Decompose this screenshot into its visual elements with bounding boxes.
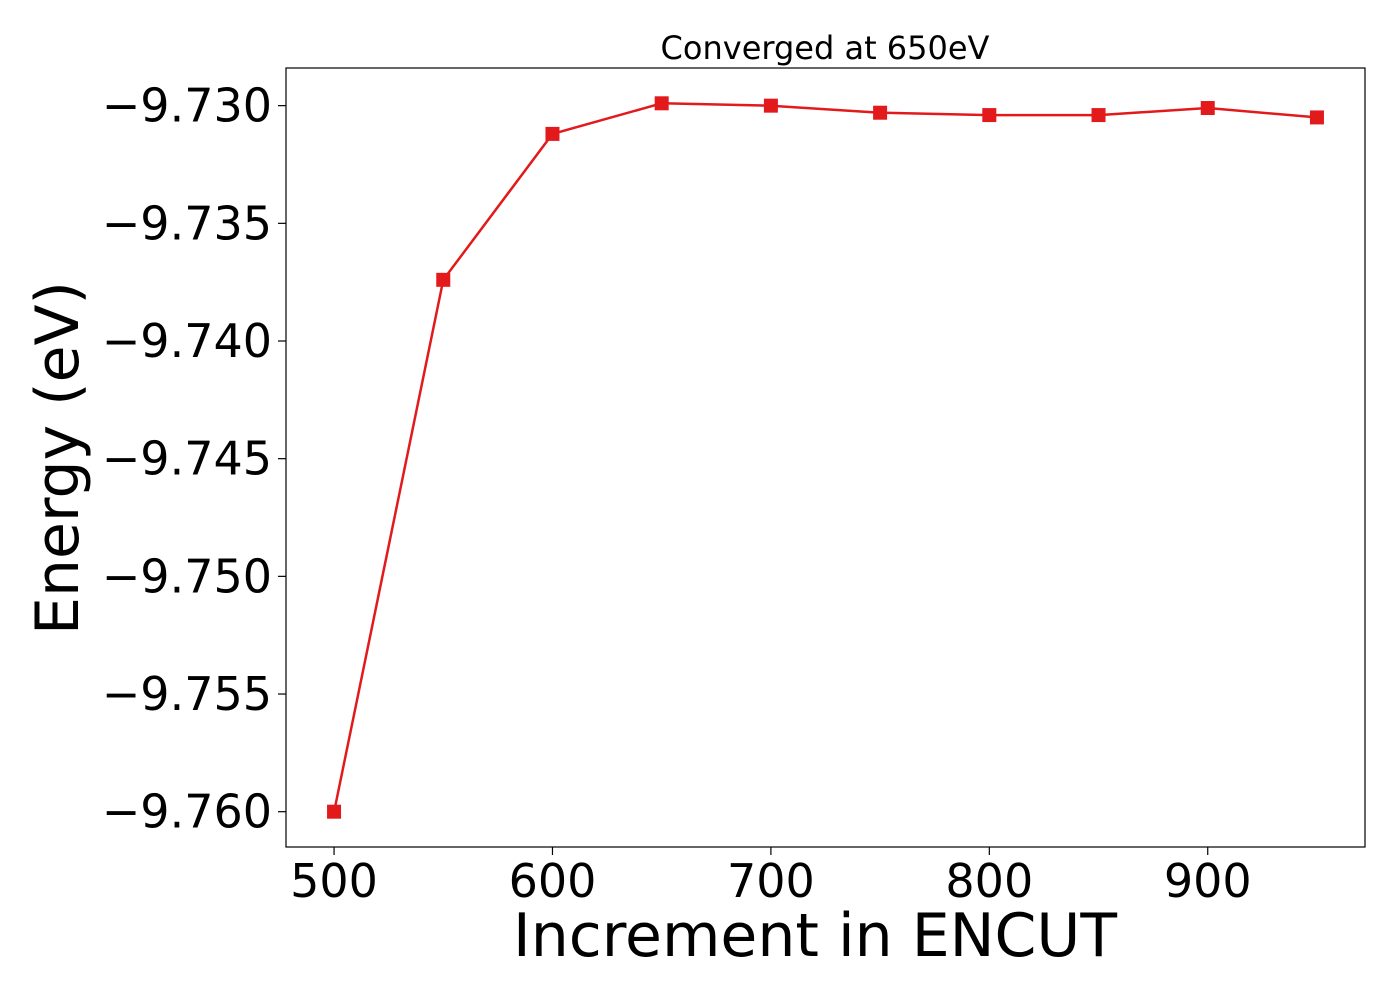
data-point — [545, 126, 560, 141]
data-point — [654, 96, 669, 111]
data-point — [436, 272, 451, 287]
y-tick-label: −9.760 — [102, 785, 272, 839]
data-point — [873, 105, 888, 120]
data-point — [1200, 101, 1215, 116]
y-tick-label: −9.745 — [102, 432, 272, 486]
y-tick-label: −9.735 — [102, 196, 272, 250]
x-tick-label: 600 — [509, 854, 597, 908]
x-tick-label: 500 — [290, 854, 378, 908]
y-axis-label: Energy (eV) — [23, 281, 93, 635]
data-point — [327, 804, 342, 819]
series-line — [332, 102, 1318, 812]
y-tick-label: −9.740 — [102, 314, 272, 368]
x-tick-label: 900 — [1164, 854, 1252, 908]
data-point — [763, 98, 778, 113]
x-ticks: 500 600 700 800 900 — [290, 847, 1252, 908]
x-tick-label: 800 — [945, 854, 1033, 908]
data-point — [1309, 110, 1324, 125]
y-tick-label: −9.755 — [102, 667, 272, 721]
data-point — [1091, 108, 1106, 123]
y-ticks: −9.760 −9.755 −9.750 −9.745 −9.740 −9.735 −9.7… — [102, 79, 286, 839]
y-tick-label: −9.730 — [102, 79, 272, 133]
data-point — [982, 108, 997, 123]
x-tick-label: 700 — [727, 854, 815, 908]
plot-series — [327, 96, 1324, 819]
chart-title: Converged at 650eV — [661, 29, 990, 67]
x-axis-label: Increment in ENCUT — [513, 901, 1117, 971]
plot-frame — [285, 67, 1366, 848]
y-tick-label: −9.750 — [102, 549, 272, 603]
